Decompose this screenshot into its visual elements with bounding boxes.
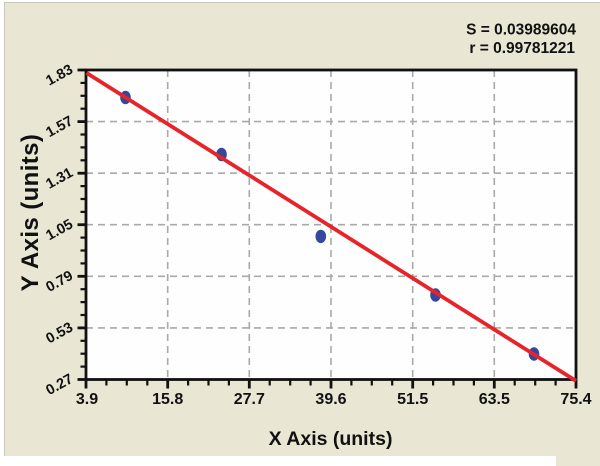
svg-text:63.5: 63.5 bbox=[479, 391, 510, 408]
svg-text:r = 0.99781221: r = 0.99781221 bbox=[469, 40, 575, 57]
svg-text:15.8: 15.8 bbox=[152, 391, 183, 408]
svg-text:51.5: 51.5 bbox=[397, 391, 428, 408]
svg-text:3.9: 3.9 bbox=[76, 391, 98, 408]
svg-text:X Axis (units): X Axis (units) bbox=[269, 428, 393, 450]
svg-text:39.6: 39.6 bbox=[315, 391, 346, 408]
svg-text:Y Axis (units): Y Axis (units) bbox=[17, 134, 44, 292]
svg-text:S = 0.03989604: S = 0.03989604 bbox=[466, 21, 576, 38]
svg-text:27.7: 27.7 bbox=[234, 391, 265, 408]
svg-text:75.4: 75.4 bbox=[560, 391, 591, 408]
